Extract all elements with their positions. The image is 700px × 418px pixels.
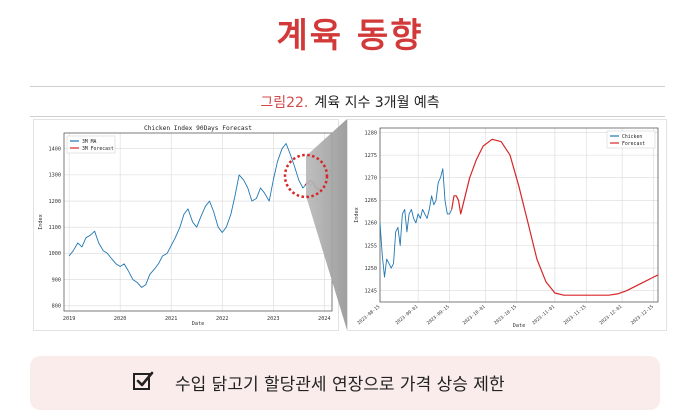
y-tick-label: 1255 xyxy=(365,243,378,249)
x-axis-label: Date xyxy=(192,321,205,327)
chart-forecast-zoom: 2023-08-15 2023-09-01 2023-09-15 2023-10-01… xyxy=(347,119,667,331)
y-axis-label: Index xyxy=(354,207,360,223)
summary-banner: 수입 닭고기 할당관세 연장으로 가격 상승 제한 xyxy=(30,356,660,410)
y-tick-label: 900 xyxy=(52,277,61,283)
series-line-forecast xyxy=(451,138,659,296)
series-line-primary xyxy=(68,143,312,288)
y-tick-label: 1265 xyxy=(365,198,378,204)
x-tick-label: 2021 xyxy=(165,316,178,322)
legend-label: Forecast xyxy=(622,141,645,147)
chart-title: Chicken Index 90Days Forecast xyxy=(144,125,252,132)
figure-number: 그림22. xyxy=(260,95,309,111)
figure-caption: 그림22. 계육 지수 3개월 예측 xyxy=(0,92,700,112)
page-title: 계육 동향 xyxy=(276,16,424,56)
y-tick-label: 1000 xyxy=(49,251,62,257)
series-line-primary xyxy=(379,168,453,278)
legend-label: Chicken xyxy=(622,134,642,140)
series-line-forecast xyxy=(304,180,320,190)
x-tick-label: 2022 xyxy=(216,316,229,322)
chart-full-history: 2019 2020 2021 2022 2023 2024 800 900 1000 1100 12… xyxy=(33,119,339,331)
x-tick-label: 2023 xyxy=(267,316,280,322)
divider-bottom xyxy=(30,116,665,117)
y-tick-label: 1400 xyxy=(49,147,62,153)
y-tick-label: 1270 xyxy=(365,176,378,182)
y-tick-label: 1245 xyxy=(365,289,378,295)
legend-label: 3M Forecast xyxy=(82,146,114,152)
y-tick-label: 800 xyxy=(52,304,61,310)
legend-label: 3M MA xyxy=(82,139,97,145)
x-tick-label: 2023-11-15 xyxy=(562,304,587,327)
banner-text: 수입 닭고기 할당관세 연장으로 가격 상승 제한 xyxy=(175,375,505,395)
x-tick-label: 2023-12-01 xyxy=(598,304,623,327)
chart-forecast-zoom-svg: 2023-08-15 2023-09-01 2023-09-15 2023-10-01… xyxy=(354,127,659,329)
y-tick-label: 1260 xyxy=(365,221,378,227)
x-tick-label: 2023-09-01 xyxy=(394,304,419,327)
x-tick-label: 2023-12-15 xyxy=(630,304,655,327)
figure-caption-text: 계육 지수 3개월 예측 xyxy=(314,95,440,111)
y-axis-label: Index xyxy=(38,214,44,230)
plot-frame xyxy=(379,127,659,303)
x-tick-label: 2020 xyxy=(114,316,127,322)
y-tick-label: 1280 xyxy=(365,130,378,136)
y-tick-label: 1250 xyxy=(365,266,378,272)
x-axis-label: Date xyxy=(513,323,526,329)
x-tick-label: 2019 xyxy=(63,316,76,322)
y-tick-label: 1300 xyxy=(49,173,62,179)
legend-box xyxy=(66,135,116,154)
y-tick-label: 1275 xyxy=(365,153,378,159)
x-tick-label: 2023-09-15 xyxy=(426,304,451,327)
checkbox-icon xyxy=(133,371,154,390)
x-tick-label: 2023-11-01 xyxy=(531,304,556,327)
y-tick-label: 1200 xyxy=(49,199,62,205)
x-tick-label: 2024 xyxy=(318,316,331,322)
x-tick-label: 2023-08-15 xyxy=(356,304,381,327)
x-tick-label: 2023-10-01 xyxy=(462,304,487,327)
legend-box xyxy=(606,130,656,149)
divider-top xyxy=(30,86,665,87)
y-tick-label: 1100 xyxy=(49,225,62,231)
chart-full-history-svg: 2019 2020 2021 2022 2023 2024 800 900 1000 1100 12… xyxy=(38,125,333,327)
